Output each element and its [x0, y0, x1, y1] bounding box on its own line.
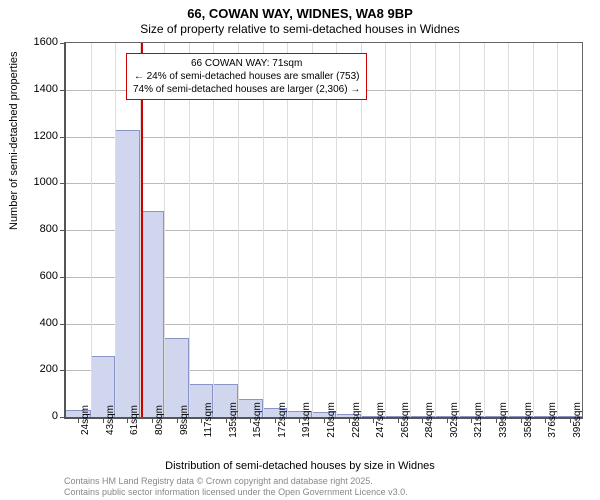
chart-title: 66, COWAN WAY, WIDNES, WA8 9BP [0, 6, 600, 21]
x-tick-label: 302sqm [449, 402, 460, 438]
x-tick-label: 321sqm [473, 402, 484, 438]
histogram-bar [115, 130, 140, 418]
x-tick-label: 154sqm [252, 402, 263, 438]
x-tick [545, 417, 546, 423]
gridline-v [385, 43, 386, 417]
x-tick-label: 135sqm [228, 402, 239, 438]
x-tick [373, 417, 374, 423]
x-tick [275, 417, 276, 423]
caption-line1: Contains HM Land Registry data © Crown c… [64, 476, 408, 487]
x-tick-label: 228sqm [351, 402, 362, 438]
x-tick [570, 417, 571, 423]
gridline-v [533, 43, 534, 417]
x-tick-label: 172sqm [277, 402, 288, 438]
y-tick-label: 1400 [18, 83, 58, 95]
x-tick [349, 417, 350, 423]
x-tick-label: 339sqm [498, 402, 509, 438]
x-tick [447, 417, 448, 423]
y-tick [60, 43, 66, 44]
y-tick-label: 1600 [18, 36, 58, 48]
chart-subtitle: Size of property relative to semi-detach… [0, 22, 600, 36]
y-tick-label: 600 [18, 270, 58, 282]
x-tick-label: 358sqm [523, 402, 534, 438]
gridline-v [484, 43, 485, 417]
annotation-line: 74% of semi-detached houses are larger (… [133, 83, 360, 96]
gridline-v [435, 43, 436, 417]
y-tick-label: 400 [18, 317, 58, 329]
x-tick-label: 43sqm [105, 405, 116, 435]
y-tick [60, 324, 66, 325]
annotation-line: ← 24% of semi-detached houses are smalle… [133, 70, 360, 83]
gridline-v [459, 43, 460, 417]
x-tick-label: 117sqm [203, 403, 214, 438]
x-tick [398, 417, 399, 423]
x-tick [201, 417, 202, 423]
gridline-v [91, 43, 92, 417]
y-tick [60, 417, 66, 418]
x-tick [324, 417, 325, 423]
x-tick-label: 24sqm [80, 405, 91, 435]
gridline-v [508, 43, 509, 417]
y-tick [60, 183, 66, 184]
y-tick [60, 370, 66, 371]
y-tick-label: 1000 [18, 176, 58, 188]
y-tick-label: 1200 [18, 130, 58, 142]
x-tick-label: 210sqm [326, 402, 337, 438]
x-tick [226, 417, 227, 423]
caption-line2: Contains public sector information licen… [64, 487, 408, 498]
chart-caption: Contains HM Land Registry data © Crown c… [64, 476, 408, 498]
y-tick [60, 90, 66, 91]
gridline-v [115, 43, 116, 417]
gridline-h [66, 137, 582, 138]
y-tick-label: 800 [18, 223, 58, 235]
x-tick [177, 417, 178, 423]
annotation-line: 66 COWAN WAY: 71sqm [133, 57, 360, 70]
x-tick-label: 191sqm [301, 402, 312, 438]
y-tick-label: 0 [18, 410, 58, 422]
annotation-box: 66 COWAN WAY: 71sqm← 24% of semi-detache… [126, 53, 367, 100]
gridline-v [410, 43, 411, 417]
gridline-v [557, 43, 558, 417]
x-tick [496, 417, 497, 423]
x-tick-label: 395sqm [572, 402, 583, 438]
chart-plot-area: 66 COWAN WAY: 71sqm← 24% of semi-detache… [64, 42, 583, 419]
x-tick-label: 80sqm [154, 405, 165, 435]
x-tick-label: 284sqm [424, 402, 435, 438]
gridline-h [66, 183, 582, 184]
histogram-bar [140, 211, 165, 417]
x-tick-label: 247sqm [375, 402, 386, 438]
x-tick [103, 417, 104, 423]
y-tick-label: 200 [18, 363, 58, 375]
y-tick [60, 230, 66, 231]
x-tick-label: 376sqm [547, 402, 558, 438]
y-tick [60, 277, 66, 278]
x-axis-label: Distribution of semi-detached houses by … [0, 460, 600, 472]
x-tick-label: 98sqm [179, 405, 190, 435]
x-tick [521, 417, 522, 423]
x-tick-label: 265sqm [400, 402, 411, 438]
x-tick [152, 417, 153, 423]
y-tick [60, 137, 66, 138]
x-tick-label: 61sqm [129, 405, 140, 435]
